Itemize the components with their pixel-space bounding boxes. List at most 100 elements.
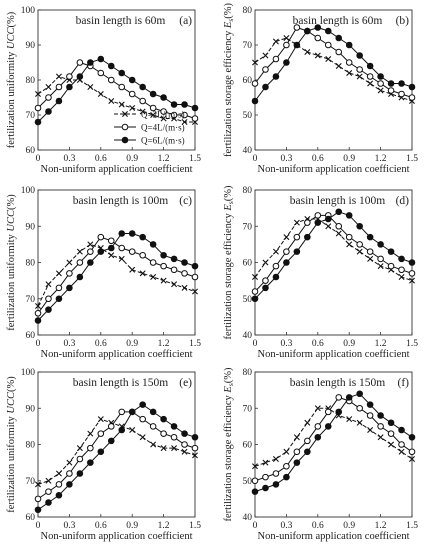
marker-filled-circle	[408, 259, 416, 266]
marker-filled-circle	[191, 262, 199, 270]
series-line	[37, 243, 196, 307]
y-tick-label: 80	[243, 6, 253, 16]
marker-open-circle	[356, 404, 363, 412]
x-tick-label: 0.9	[343, 154, 355, 164]
marker-filled-circle	[387, 419, 395, 427]
marker-cross	[150, 441, 157, 448]
marker-open-circle	[398, 90, 405, 98]
marker-open-circle	[345, 233, 353, 241]
series-3	[251, 390, 416, 495]
marker-open-circle	[377, 423, 384, 430]
marker-open-circle	[181, 111, 188, 119]
x-tick-label: 0.9	[126, 154, 138, 164]
marker-open-circle	[181, 441, 188, 448]
marker-filled-circle	[66, 481, 73, 488]
y-axis-label-symbol: UCC	[6, 27, 17, 50]
series-line	[254, 214, 413, 292]
marker-filled-circle	[118, 426, 126, 434]
marker-open-circle	[314, 34, 322, 42]
marker-filled-circle	[55, 97, 63, 105]
y-tick-label: 60	[26, 331, 36, 341]
marker-open-circle	[107, 237, 115, 245]
series-3	[34, 55, 199, 126]
series-line	[254, 396, 413, 482]
marker-filled-circle	[170, 255, 178, 263]
marker-cross	[293, 434, 300, 441]
y-axis-label-symbol: UCC	[6, 391, 17, 414]
marker-cross	[262, 459, 269, 466]
marker-filled-circle	[191, 433, 199, 441]
x-tick-label: 0.9	[343, 521, 355, 531]
y-axis-label-text: fertilization uniformity	[6, 232, 17, 331]
marker-open-circle	[262, 277, 269, 284]
marker-filled-circle	[87, 59, 94, 66]
marker-cross	[66, 459, 73, 466]
marker-cross	[346, 241, 353, 248]
marker-filled-circle	[121, 136, 129, 144]
y-tick-label: 70	[243, 41, 253, 51]
series-1	[35, 241, 198, 309]
series-3	[34, 401, 199, 514]
y-tick-label: 40	[243, 331, 253, 341]
marker-open-circle	[262, 473, 269, 481]
marker-filled-circle	[139, 233, 146, 241]
y-tick-label: 80	[26, 259, 36, 269]
marker-open-circle	[387, 430, 395, 437]
marker-cross	[325, 56, 332, 62]
y-tick-label: 50	[243, 111, 253, 121]
marker-open-circle	[366, 73, 374, 80]
series-line	[37, 58, 196, 123]
marker-cross	[252, 59, 258, 66]
y-axis-label-symbol: E	[223, 21, 234, 29]
marker-open-circle	[34, 104, 42, 112]
x-tick-label: 1.5	[189, 521, 201, 531]
y-axis-label: fertilization storage efficiency Es(%)	[223, 2, 235, 157]
marker-cross	[356, 248, 363, 255]
y-axis-label: fertilization storage efficiency Es(%)	[223, 185, 235, 340]
marker-filled-circle	[87, 459, 94, 466]
marker-open-circle	[283, 462, 290, 470]
marker-cross	[356, 419, 363, 426]
marker-filled-circle	[45, 306, 52, 313]
y-axis-label-unit: (%)	[223, 2, 234, 18]
x-tick-label: 0.6	[312, 154, 324, 164]
marker-filled-circle	[149, 408, 157, 416]
marker-filled-circle	[139, 83, 146, 91]
series-line	[254, 211, 413, 300]
marker-cross	[325, 223, 332, 230]
x-axis-label: Non-uniform application coefficient	[257, 531, 409, 542]
marker-open-circle	[398, 266, 405, 274]
series-2	[251, 212, 416, 295]
y-axis-label-text: fertilization storage efficiency	[223, 393, 234, 522]
chart-title: basin length is 60m	[76, 15, 166, 27]
y-tick-label: 100	[21, 186, 36, 196]
marker-cross	[171, 281, 178, 288]
panel-label: (b)	[396, 15, 410, 27]
marker-cross	[314, 52, 321, 59]
x-tick-label: 0	[36, 154, 41, 164]
marker-cross	[367, 255, 374, 262]
marker-cross	[129, 427, 136, 433]
marker-cross	[97, 91, 104, 97]
marker-filled-circle	[377, 412, 384, 419]
marker-filled-circle	[283, 259, 290, 266]
x-tick-label: 0	[253, 154, 258, 164]
y-tick-label: 80	[26, 441, 36, 451]
marker-filled-circle	[76, 470, 84, 477]
x-tick-label: 1.2	[158, 154, 170, 164]
marker-filled-circle	[377, 241, 384, 248]
marker-filled-circle	[335, 208, 343, 216]
y-tick-label: 70	[243, 222, 253, 232]
marker-cross	[377, 87, 384, 94]
marker-filled-circle	[408, 433, 416, 441]
marker-open-circle	[283, 248, 290, 255]
y-tick-label: 60	[243, 76, 253, 86]
series-2	[251, 394, 416, 485]
series-3	[251, 208, 416, 303]
marker-open-circle	[314, 212, 322, 219]
y-axis-label-unit: (%)	[223, 185, 234, 201]
series-line	[37, 236, 196, 314]
marker-cross	[108, 98, 115, 104]
x-tick-label: 0.3	[280, 154, 292, 164]
